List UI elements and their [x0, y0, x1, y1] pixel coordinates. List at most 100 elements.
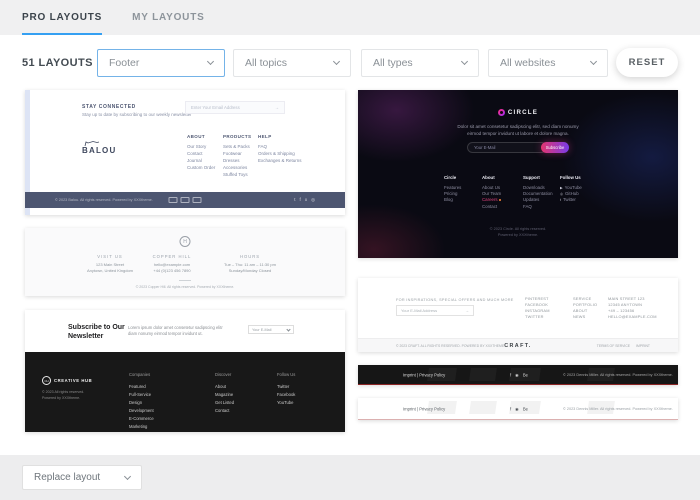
social-icons: f ◉ Be	[510, 372, 528, 377]
thumb-info-column: VISIT US 123 Main Street Anytown, United …	[70, 254, 150, 274]
thumb-tagline: FOR INSPIRATIONS, SPECIAL OFFERS AND MUC…	[396, 298, 514, 302]
thumb-email-input: Your E-Mail	[467, 142, 547, 153]
placeholder-text: Your E-Mail	[252, 327, 272, 332]
facebook-icon: f	[299, 197, 301, 202]
grid-column-right: CIRCLE Dolor sit amet consetetur sadipsc…	[358, 90, 678, 455]
layout-thumbnail-craft[interactable]: FOR INSPIRATIONS, SPECIAL OFFERS AND MUC…	[358, 278, 678, 352]
selected-value: All websites	[500, 56, 556, 69]
thumb-link: Pricing	[444, 191, 458, 197]
types-select[interactable]: All types	[361, 48, 479, 77]
layout-thumbnail-creative-hub[interactable]: Subscribe to Our Newsletter Lorem ipsum …	[25, 310, 345, 432]
tab-pro-layouts[interactable]: PRO LAYOUTS	[22, 0, 103, 35]
thumb-info-column: COPPER HILL hello@example.com +44 (0)123 …	[132, 254, 212, 274]
twitter-icon: t	[294, 197, 296, 202]
legal-links: Imprint | Privacy Policy	[403, 372, 446, 377]
reset-button[interactable]: RESET	[616, 48, 678, 77]
copyright-text: © 2023 Dennis Miller. All rights reserve…	[563, 372, 673, 377]
column-title: HOURS	[239, 254, 261, 259]
thumb-link: 123 Main Street	[95, 262, 125, 267]
thumb-brand-logo: CH CREATIVE HUB	[42, 376, 92, 385]
thumb-link: Sets & Packs	[223, 144, 250, 149]
action-bar: Replace layout	[0, 455, 700, 500]
follow-link: ◎ GitHub	[560, 191, 582, 197]
behance-icon: Be	[522, 372, 528, 377]
thumb-link: Documentation	[523, 191, 553, 197]
thumb-link: Footwear	[223, 151, 242, 156]
social-icons: t f x ◎	[294, 197, 315, 203]
thumb-link: Accessories	[223, 165, 248, 170]
copyright-line: Powered by XXXtheme.	[42, 395, 81, 400]
tab-my-layouts[interactable]: MY LAYOUTS	[132, 0, 204, 35]
copyright-text: © 2023 CRAFT. ALL RIGHTS RESERVED. POWER…	[396, 344, 506, 348]
brand-text: CIRCLE	[507, 109, 539, 116]
column-title: Companies	[129, 372, 151, 377]
thumb-link: FACEBOOK	[525, 302, 549, 307]
thumb-link-column: Discover About Magazine Get Listed Contact	[215, 372, 234, 415]
thumb-brand-logo: CIRCLE	[358, 109, 678, 116]
legal-link: TERMS OF SERVICE	[596, 344, 631, 348]
thumb-link: Contact	[482, 203, 498, 209]
thumb-link: INSTAGRAM	[525, 308, 550, 313]
column-links: Twitter Facebook YouTube	[277, 383, 295, 407]
layout-thumbnail-strip-dark[interactable]: Imprint | Privacy Policy f ◉ Be © 2023 D…	[358, 365, 678, 385]
thumb-link: Exchanges & Returns	[258, 158, 302, 163]
topics-select[interactable]: All topics	[233, 48, 351, 77]
column-title: VISIT US	[97, 254, 123, 259]
follow-label: YouTube	[564, 185, 582, 190]
placeholder-text: Your E-Mail Address	[401, 308, 438, 313]
thumb-link: hello@example.com	[153, 262, 191, 267]
thumb-link: YouTube	[277, 400, 294, 405]
payment-card-icon	[168, 197, 178, 203]
facebook-icon: f	[510, 372, 512, 377]
column-links: Downloads Documentation Updates FAQ	[523, 185, 553, 210]
legal-links: Imprint | Privacy Policy	[403, 406, 446, 411]
thumb-link: Our Story	[187, 144, 207, 149]
payment-icons	[168, 197, 202, 203]
thumb-link: Anytown, United Kingdom	[86, 268, 134, 273]
thumb-link: Facebook	[277, 392, 296, 397]
copyright-text: © 2023 All rights reserved. Powered by X…	[42, 390, 84, 401]
chevron-down-icon	[460, 57, 469, 65]
thumb-link: Tue – Thu: 11 am – 11:30 pm	[224, 262, 276, 267]
selected-value: Footer	[109, 56, 140, 69]
follow-link: ▶ YouTube	[560, 185, 582, 191]
thumb-link: Contact	[187, 151, 203, 156]
layout-thumbnail-circle[interactable]: CIRCLE Dolor sit amet consetetur sadipsc…	[358, 90, 678, 258]
column-lines: 123 Main Street Anytown, United Kingdom	[70, 262, 150, 274]
thumb-link: Full-Service	[129, 392, 152, 397]
layout-thumbnail-strip-light[interactable]: Imprint | Privacy Policy f ◉ Be © 2023 D…	[358, 398, 678, 420]
thumb-heading: STAY CONNECTED	[82, 104, 136, 110]
layout-thumbnail-copper-hill[interactable]: H VISIT US 123 Main Street Anytown, Unite…	[25, 228, 345, 296]
circle-logo-icon	[497, 109, 505, 116]
tab-label: PRO LAYOUTS	[22, 12, 103, 23]
chevron-down-icon	[286, 326, 291, 332]
legal-link: IMPRINT	[636, 344, 650, 348]
websites-select[interactable]: All websites	[488, 48, 608, 77]
thumb-link: Blog	[444, 197, 453, 203]
thumb-link-column: Follow Us Twitter Facebook YouTube	[277, 372, 295, 407]
follow-link: t Twitter	[560, 197, 582, 203]
column-title: Discover	[215, 372, 232, 377]
watermark-shape	[469, 368, 497, 381]
thumb-link: FAQ	[258, 144, 268, 149]
github-icon: ◎	[560, 192, 563, 197]
youtube-icon: ▶	[560, 186, 563, 190]
thumb-subtext: Lorem ipsum dolor amet consetetur sadips…	[128, 325, 223, 336]
copyright-text: © 2023 Balou. All rights reserved. Power…	[55, 198, 153, 202]
monogram-letter: H	[183, 238, 187, 245]
column-title: Follow Us	[277, 372, 296, 377]
category-select[interactable]: Footer	[97, 48, 225, 77]
desc-line: Dolor sit amet consetetur sadipscing eli…	[457, 124, 579, 129]
payment-card-icon	[180, 197, 190, 203]
thumb-link: Contact	[215, 408, 230, 413]
replace-layout-select[interactable]: Replace layout	[22, 465, 142, 490]
grid-column-left: STAY CONNECTED Stay up to date by subscr…	[25, 90, 345, 455]
selected-value: All topics	[245, 56, 288, 69]
page-edge-strip	[25, 90, 30, 215]
thumb-info-column: HOURS Tue – Thu: 11 am – 11:30 pm Sunday/…	[210, 254, 290, 274]
layout-thumbnail-balou[interactable]: STAY CONNECTED Stay up to date by subscr…	[25, 90, 345, 215]
thumb-link: Dresses	[223, 158, 240, 163]
selected-value: Replace layout	[34, 472, 101, 483]
copyright-line: Powered by XXXtheme.	[497, 232, 539, 237]
copyright-line: © 2023 All rights reserved.	[42, 390, 85, 394]
